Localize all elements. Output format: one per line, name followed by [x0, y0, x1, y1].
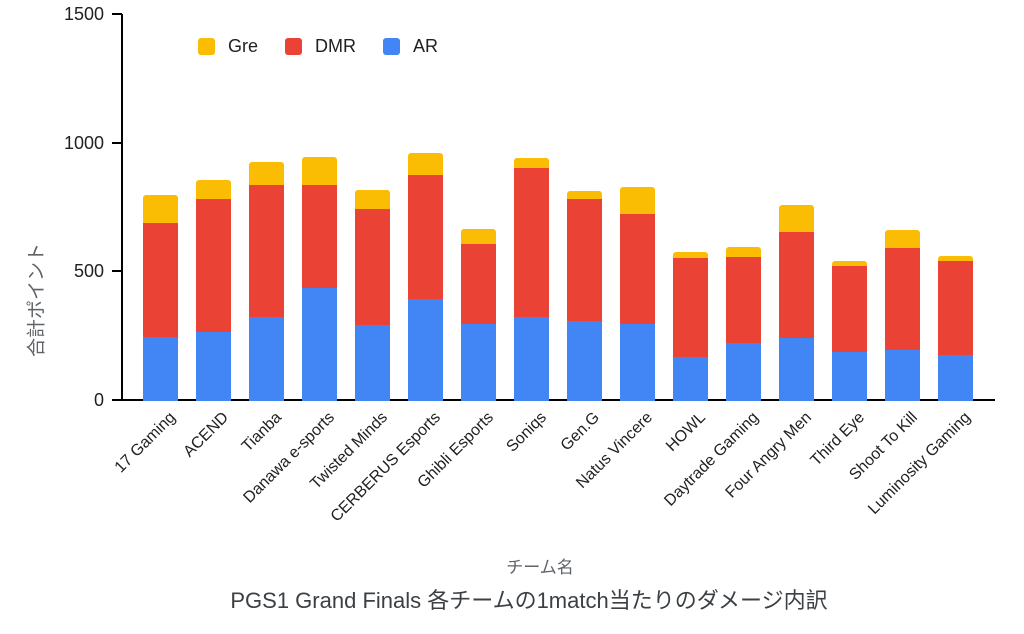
bar-segment-dmr: [832, 265, 867, 353]
bar-segment-ar: [567, 321, 602, 401]
y-tick-mark: [112, 13, 122, 15]
bar-segment-gre: [620, 187, 655, 215]
bar-segment-gre: [514, 157, 549, 169]
bar-segment-gre: [143, 195, 178, 224]
bar-segment-gre: [355, 189, 390, 210]
bar-segment-dmr: [885, 247, 920, 350]
bar-segment-dmr: [196, 198, 231, 332]
bar-segment-dmr: [938, 260, 973, 355]
bar-segment-gre: [408, 152, 443, 175]
y-tick-label: 1000: [63, 132, 104, 153]
bar-segment-dmr: [249, 184, 284, 318]
bar-segment-gre: [461, 228, 496, 245]
legend-swatch-ar: [383, 38, 401, 55]
legend: Gre DMR AR: [198, 36, 438, 57]
bar-segment-ar: [461, 323, 496, 401]
x-axis-title: チーム名: [506, 558, 574, 577]
bar-segment-ar: [514, 317, 549, 401]
bar-segment-ar: [620, 323, 655, 401]
legend-label: AR: [413, 36, 439, 56]
legend-item-dmr: DMR: [285, 36, 356, 57]
bar-segment-gre: [726, 246, 761, 257]
bar-segment-gre: [249, 161, 284, 185]
bar-segment-gre: [938, 255, 973, 261]
legend-item-gre: Gre: [198, 36, 258, 57]
bar-segment-ar: [355, 325, 390, 401]
y-tick-mark: [112, 399, 122, 401]
legend-swatch-dmr: [285, 38, 303, 55]
legend-swatch-gre: [198, 38, 215, 55]
bar-segment-dmr: [779, 232, 814, 338]
bar-segment-gre: [832, 260, 867, 266]
bar-segment-gre: [673, 251, 708, 259]
bar-segment-gre: [885, 229, 920, 248]
bar-segment-dmr: [620, 214, 655, 324]
bar-segment-dmr: [408, 174, 443, 300]
bar-segment-dmr: [461, 244, 496, 324]
y-tick-label: 500: [73, 261, 104, 282]
bar-segment-ar: [726, 343, 761, 401]
bar-segment-ar: [196, 331, 231, 401]
y-axis-line: [121, 14, 123, 401]
bar-segment-ar: [779, 337, 814, 401]
y-tick-label: 0: [93, 390, 104, 410]
bar-segment-ar: [673, 357, 708, 401]
x-axis-line: [121, 399, 995, 401]
bar-segment-ar: [302, 287, 337, 401]
chart-title: PGS1 Grand Finals 各チームの1match当たりのダメージ内訳: [230, 588, 828, 613]
bar-segment-gre: [779, 205, 814, 233]
y-tick-mark: [112, 141, 122, 144]
bar-segment-gre: [567, 191, 602, 199]
bar-segment-dmr: [726, 256, 761, 344]
legend-item-ar: AR: [383, 36, 438, 57]
y-tick-mark: [112, 270, 122, 273]
bar-segment-ar: [408, 299, 443, 401]
bar-segment-ar: [832, 352, 867, 401]
bar-segment-dmr: [673, 258, 708, 358]
bar-segment-dmr: [567, 198, 602, 322]
legend-label: Gre: [228, 36, 259, 56]
bar-segment-dmr: [143, 223, 178, 337]
bar-segment-gre: [302, 156, 337, 185]
bar-segment-gre: [196, 179, 231, 199]
legend-label: DMR: [315, 36, 357, 56]
bar-segment-dmr: [355, 209, 390, 326]
bar-segment-ar: [249, 317, 284, 401]
bar-segment-dmr: [514, 168, 549, 318]
bar-segment-dmr: [302, 184, 337, 288]
y-tick-label: 1500: [63, 4, 104, 24]
bar-segment-ar: [885, 349, 920, 401]
bar-segment-ar: [938, 354, 973, 401]
bar-segment-ar: [143, 336, 178, 401]
